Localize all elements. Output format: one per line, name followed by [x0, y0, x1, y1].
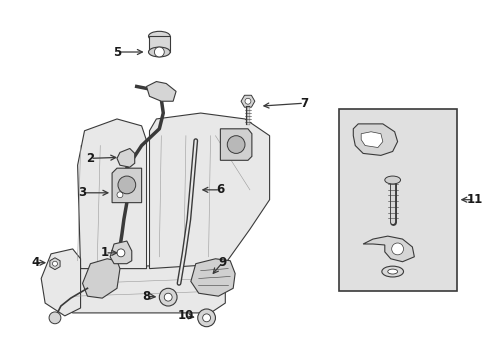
- Polygon shape: [110, 241, 131, 264]
- Circle shape: [52, 261, 57, 266]
- Text: 3: 3: [78, 186, 86, 199]
- Circle shape: [118, 176, 136, 194]
- Polygon shape: [190, 259, 235, 296]
- Bar: [148, 36, 170, 52]
- Text: 7: 7: [300, 97, 307, 110]
- Circle shape: [117, 192, 122, 198]
- Circle shape: [202, 314, 210, 322]
- Circle shape: [159, 288, 177, 306]
- Polygon shape: [241, 95, 254, 107]
- Text: 5: 5: [113, 45, 121, 59]
- Bar: [338, 109, 456, 291]
- Polygon shape: [220, 129, 251, 160]
- Text: 10: 10: [178, 309, 194, 322]
- Text: 6: 6: [216, 183, 224, 196]
- Circle shape: [391, 243, 403, 255]
- Circle shape: [117, 249, 124, 257]
- Circle shape: [49, 312, 61, 324]
- Text: 8: 8: [142, 290, 150, 303]
- Circle shape: [154, 47, 164, 57]
- Text: 2: 2: [86, 152, 94, 165]
- Text: 4: 4: [31, 256, 40, 269]
- Polygon shape: [352, 124, 397, 156]
- Polygon shape: [61, 264, 225, 313]
- Ellipse shape: [148, 47, 170, 57]
- Ellipse shape: [384, 176, 400, 184]
- Ellipse shape: [387, 269, 397, 274]
- Polygon shape: [78, 119, 146, 269]
- Circle shape: [164, 293, 172, 301]
- Text: 9: 9: [218, 256, 226, 269]
- Ellipse shape: [381, 266, 403, 277]
- Ellipse shape: [148, 31, 170, 41]
- Polygon shape: [363, 236, 413, 262]
- Circle shape: [244, 98, 250, 104]
- Circle shape: [227, 136, 244, 153]
- Polygon shape: [112, 168, 142, 203]
- Polygon shape: [149, 113, 269, 269]
- Polygon shape: [114, 188, 126, 202]
- Polygon shape: [146, 82, 176, 101]
- Text: 11: 11: [466, 193, 482, 206]
- Polygon shape: [82, 259, 120, 298]
- Text: 1: 1: [101, 246, 109, 259]
- Circle shape: [197, 309, 215, 327]
- Polygon shape: [50, 258, 60, 270]
- Polygon shape: [41, 249, 81, 316]
- Polygon shape: [361, 132, 382, 148]
- Polygon shape: [117, 148, 135, 167]
